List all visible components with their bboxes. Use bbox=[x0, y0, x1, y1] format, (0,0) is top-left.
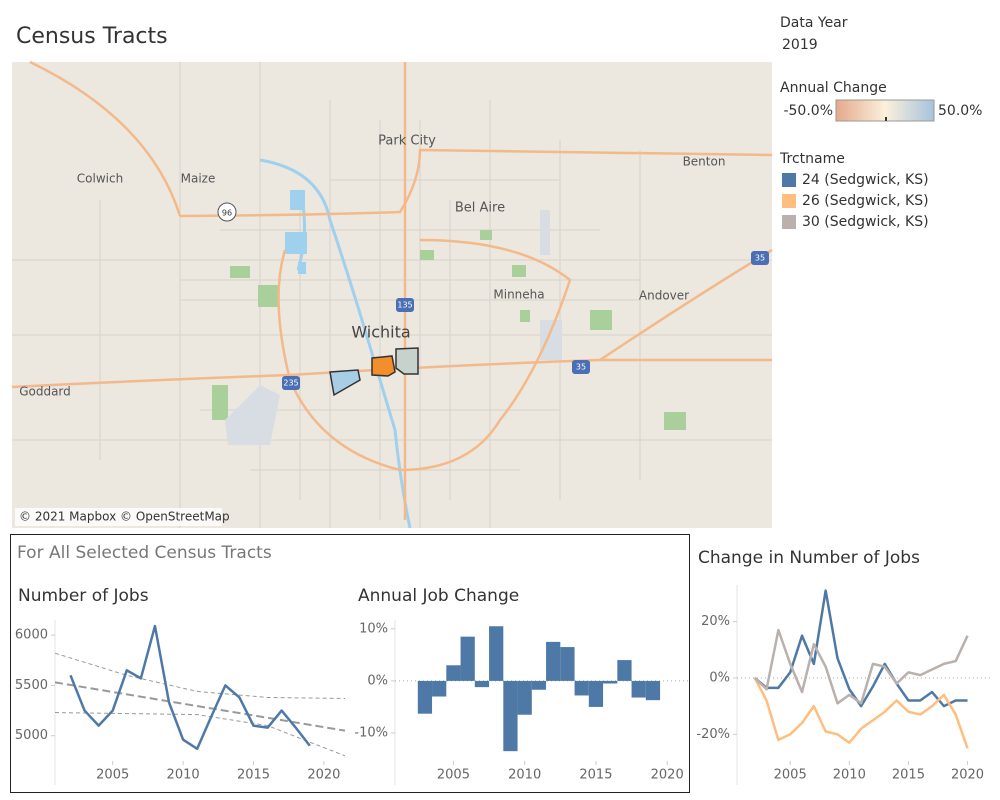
chart-title: Change in Number of Jobs bbox=[698, 548, 920, 568]
legend-swatch bbox=[782, 215, 796, 229]
place-label: Colwich bbox=[77, 172, 123, 186]
line bbox=[753, 628, 969, 705]
place-label: Park City bbox=[378, 134, 436, 149]
trend-band-lower bbox=[54, 712, 346, 757]
x-tick-label: 2015 bbox=[579, 768, 612, 783]
bar bbox=[531, 680, 547, 690]
y-tick-label: 6000 bbox=[15, 628, 48, 643]
legend-swatch bbox=[782, 194, 796, 208]
parks bbox=[212, 230, 686, 430]
line bbox=[753, 589, 968, 708]
x-tick-label: 2005 bbox=[437, 768, 470, 783]
bar bbox=[489, 626, 504, 681]
y-tick-label: -10% bbox=[354, 725, 388, 740]
bar bbox=[432, 680, 447, 697]
bar bbox=[546, 641, 561, 681]
color-legend-title: Annual Change bbox=[780, 80, 887, 96]
trend-line bbox=[54, 681, 346, 732]
highways bbox=[11, 60, 773, 520]
bar bbox=[603, 680, 618, 684]
trend-band-upper bbox=[54, 652, 346, 699]
panel-box bbox=[10, 534, 690, 793]
attribution-box bbox=[15, 508, 222, 526]
airports bbox=[225, 210, 562, 445]
tracts bbox=[329, 347, 419, 397]
chart-title: Number of Jobs bbox=[18, 586, 149, 606]
data-year-title: Data Year bbox=[780, 15, 848, 31]
panel-title: For All Selected Census Tracts bbox=[17, 543, 272, 563]
bar bbox=[517, 680, 532, 715]
place-label: Andover bbox=[639, 289, 689, 303]
place-label: Maize bbox=[181, 172, 216, 186]
x-tick-label: 2015 bbox=[237, 768, 270, 783]
chart-title: Annual Job Change bbox=[358, 586, 519, 606]
place-label: Bel Aire bbox=[455, 201, 505, 216]
map bbox=[11, 60, 773, 529]
data-year-value: 2019 bbox=[782, 37, 818, 53]
shield-label: 235 bbox=[283, 379, 298, 388]
map-background bbox=[12, 62, 772, 528]
highway-shields bbox=[217, 202, 769, 390]
bar bbox=[574, 680, 589, 696]
shield-label: 135 bbox=[397, 301, 412, 310]
y-tick-label: 20% bbox=[701, 614, 730, 629]
shield-label: 35 bbox=[576, 363, 586, 372]
bar bbox=[631, 680, 646, 698]
legend-title: Trctname bbox=[779, 151, 845, 167]
x-tick-label: 2010 bbox=[833, 768, 866, 783]
x-tick-label: 2010 bbox=[167, 768, 200, 783]
x-tick-label: 2020 bbox=[951, 768, 984, 783]
y-tick-label: -20% bbox=[696, 727, 730, 742]
bar bbox=[645, 680, 661, 701]
bar bbox=[417, 680, 433, 714]
y-tick-label: 10% bbox=[359, 621, 388, 636]
bar bbox=[446, 665, 461, 681]
shield-label: 96 bbox=[222, 209, 232, 218]
y-tick-label: 5500 bbox=[15, 678, 48, 693]
y-tick-label: 5000 bbox=[15, 728, 48, 743]
line bbox=[69, 624, 311, 751]
x-tick-label: 2010 bbox=[508, 768, 541, 783]
bar bbox=[617, 660, 632, 681]
place-label: Goddard bbox=[19, 385, 71, 399]
legend-label: 26 (Sedgwick, KS) bbox=[802, 193, 929, 209]
bar bbox=[460, 636, 475, 681]
y-tick-label: 0% bbox=[367, 673, 388, 688]
legend-label: 24 (Sedgwick, KS) bbox=[802, 172, 929, 188]
x-tick-label: 2020 bbox=[651, 768, 684, 783]
lakes bbox=[285, 190, 307, 274]
line bbox=[753, 677, 969, 749]
dashboard-title: Census Tracts bbox=[16, 24, 168, 49]
bar bbox=[560, 647, 575, 681]
x-tick-label: 2015 bbox=[892, 768, 925, 783]
place-label: Benton bbox=[683, 155, 726, 169]
place-label: Minneha bbox=[493, 288, 544, 302]
legend-swatch bbox=[782, 173, 796, 187]
bar bbox=[503, 680, 518, 752]
place-label: Wichita bbox=[351, 323, 410, 342]
y-tick-label: 0% bbox=[709, 670, 730, 685]
x-tick-label: 2020 bbox=[307, 768, 340, 783]
legend-label: 30 (Sedgwick, KS) bbox=[802, 214, 929, 230]
x-tick-label: 2005 bbox=[96, 768, 129, 783]
color-legend-max: 50.0% bbox=[938, 103, 982, 119]
color-legend-min: -50.0% bbox=[783, 103, 833, 119]
x-tick-label: 2005 bbox=[774, 768, 807, 783]
map-attribution: © 2021 Mapbox © OpenStreetMap bbox=[19, 510, 230, 524]
shield-label: 35 bbox=[755, 254, 765, 263]
bar bbox=[588, 680, 604, 707]
bar bbox=[474, 680, 490, 688]
